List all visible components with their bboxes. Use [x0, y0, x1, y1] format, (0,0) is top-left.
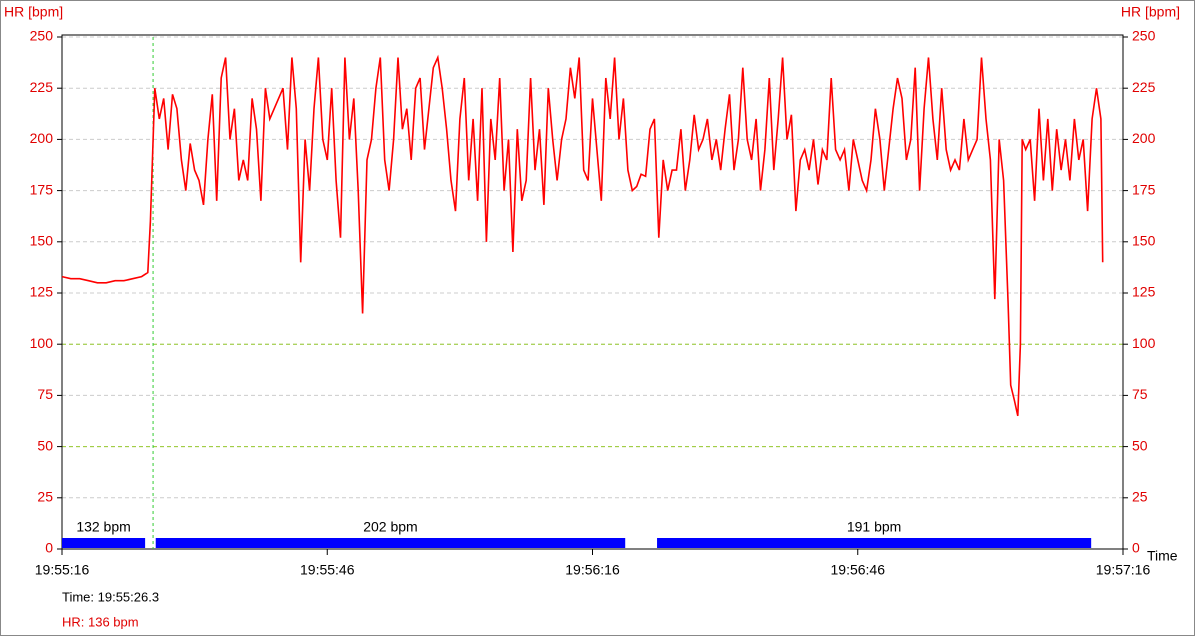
x-axis-label: Time [1147, 548, 1178, 564]
y-tick-label: 25 [37, 489, 53, 505]
y-tick-label: 50 [37, 437, 53, 453]
y-tick-label: 100 [30, 335, 54, 351]
y2-tick-label: 75 [1132, 386, 1148, 402]
y2-tick-label: 50 [1132, 437, 1148, 453]
y2-tick-label: 125 [1132, 284, 1156, 300]
hr-line [61, 54, 1104, 417]
y2-tick-label: 225 [1132, 79, 1156, 95]
y2-tick-label: 0 [1132, 540, 1140, 556]
y-tick-label: 250 [30, 28, 54, 44]
x-tick-label: 19:56:46 [831, 562, 886, 578]
x-tick-label: 19:55:46 [300, 562, 355, 578]
x-tick-label: 19:56:16 [565, 562, 620, 578]
y-tick-label: 150 [30, 233, 54, 249]
y2-axis-label: HR [bpm] [1121, 4, 1180, 20]
y2-tick-label: 25 [1132, 489, 1148, 505]
y2-tick-label: 175 [1132, 181, 1156, 197]
y-tick-label: 175 [30, 181, 54, 197]
cursor-time: Time: 19:55:26.3 [62, 589, 159, 604]
y-axis-label: HR [bpm] [4, 4, 63, 20]
y-tick-label: 0 [45, 540, 53, 556]
y2-tick-label: 200 [1132, 130, 1156, 146]
y-tick-label: 125 [30, 284, 54, 300]
y-tick-label: 75 [37, 386, 53, 402]
plot-frame [61, 34, 1124, 550]
segment-label: 202 bpm [363, 519, 417, 535]
y-tick-label: 225 [30, 79, 54, 95]
segment-label: 132 bpm [76, 519, 130, 535]
x-tick-label: 19:55:16 [35, 562, 90, 578]
y2-tick-label: 250 [1132, 28, 1156, 44]
y-tick-label: 200 [30, 130, 54, 146]
x-tick-label: 19:57:16 [1096, 562, 1151, 578]
cursor-hr: HR: 136 bpm [62, 614, 139, 629]
segment-bar [155, 538, 626, 548]
y2-tick-label: 150 [1132, 233, 1156, 249]
segment-label: 191 bpm [847, 519, 901, 535]
segment-bar [657, 538, 1092, 548]
y2-tick-label: 100 [1132, 335, 1156, 351]
segment-bar [62, 538, 146, 548]
